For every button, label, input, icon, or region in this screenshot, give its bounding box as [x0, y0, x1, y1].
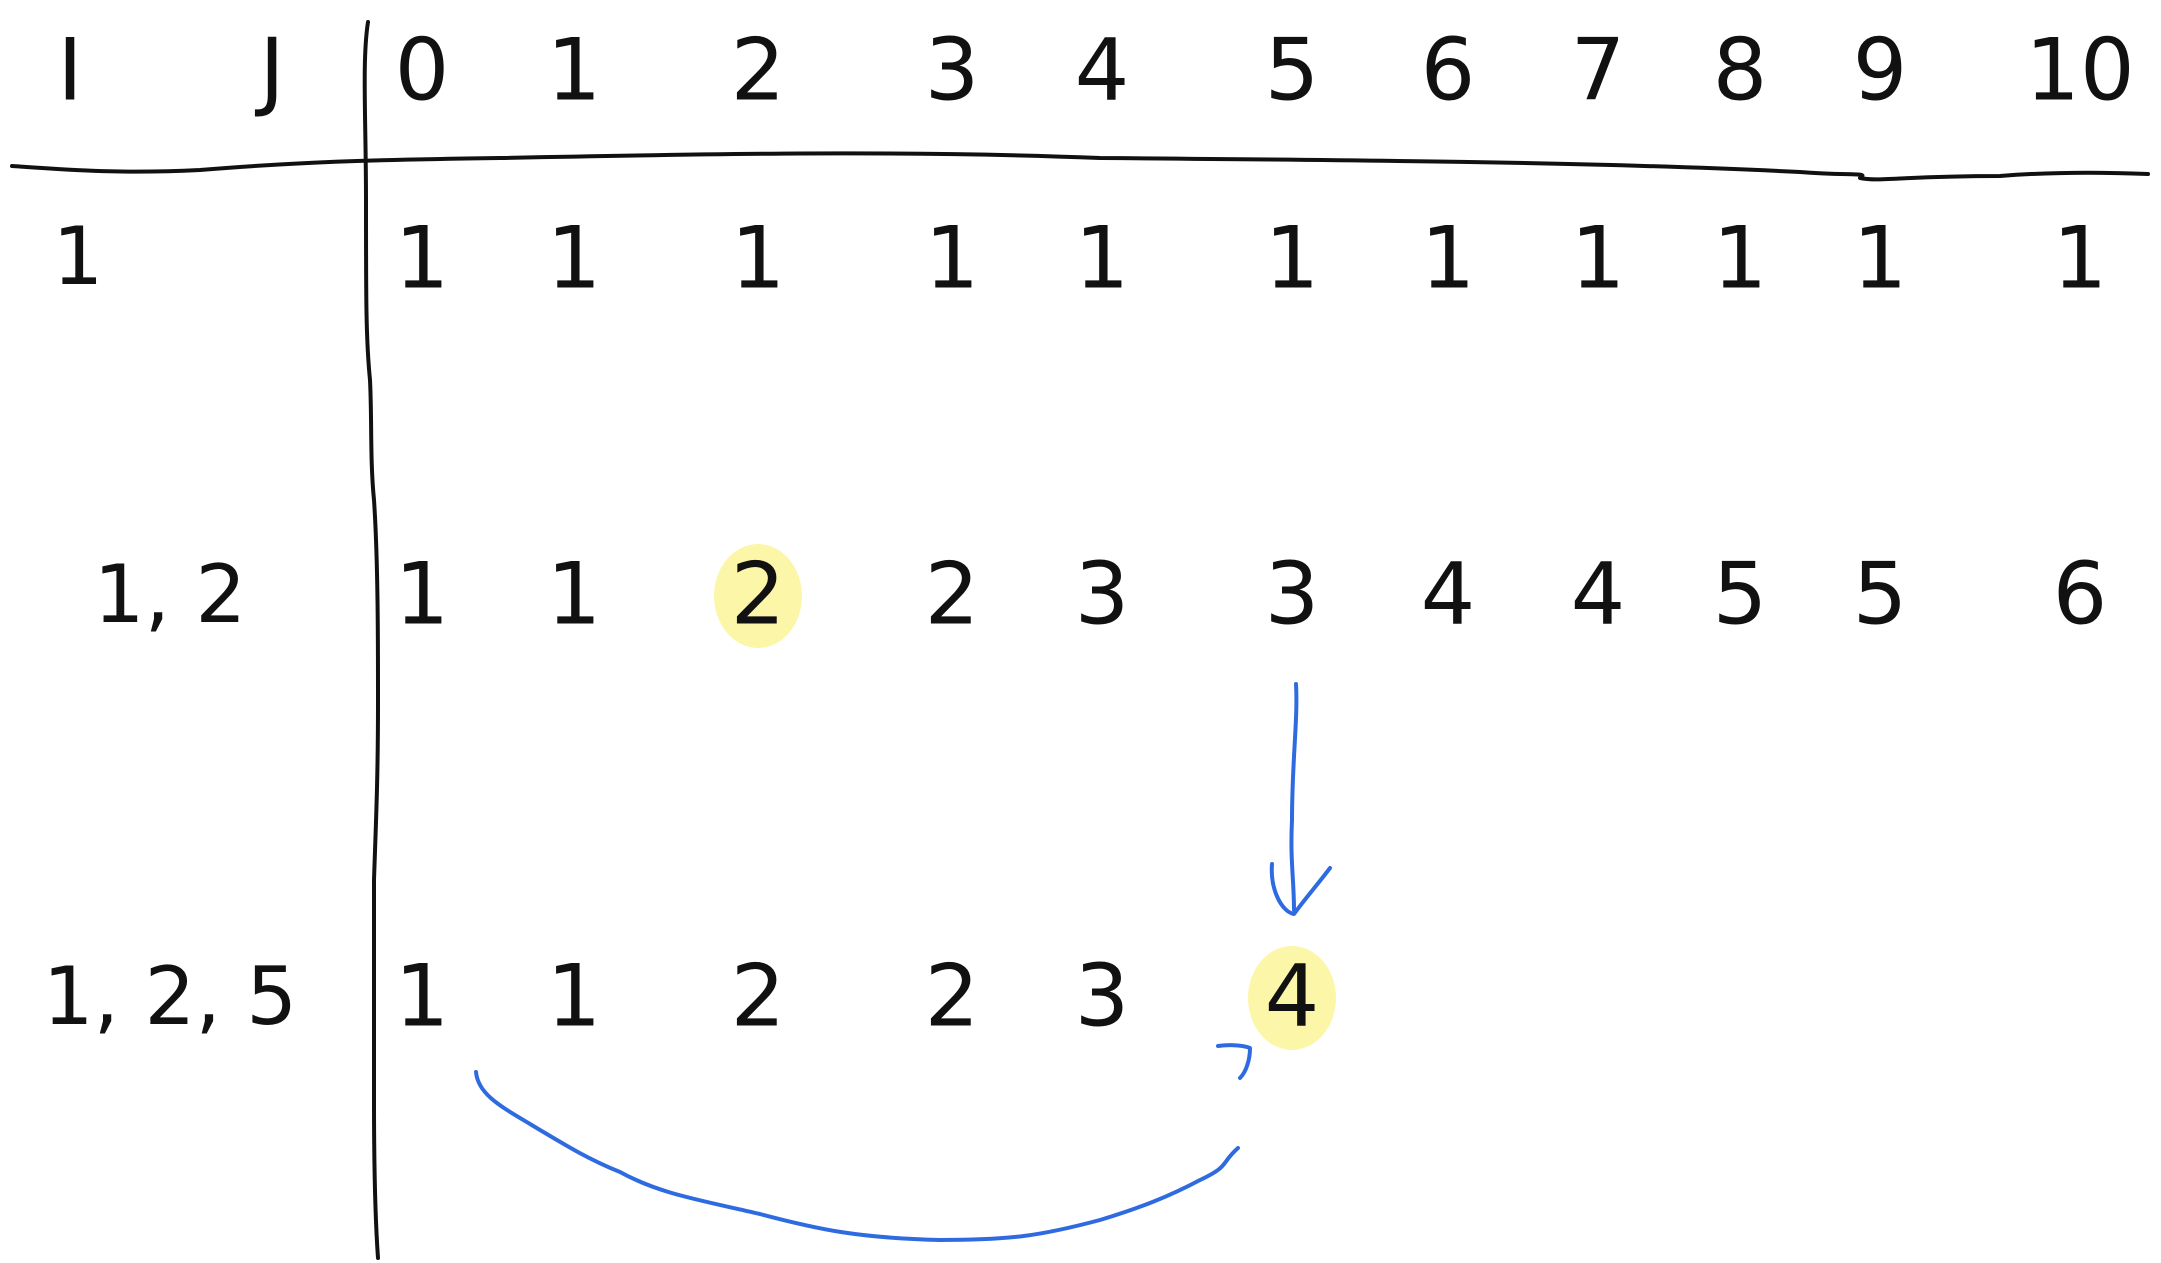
- table-cell: 4: [1571, 544, 1626, 644]
- label-divider-line: [362, 20, 380, 1260]
- table-cell: 1: [1075, 208, 1130, 308]
- arrow-layer: [474, 682, 1332, 1242]
- table-cell: 3: [1075, 544, 1130, 644]
- table-cell: 2: [731, 544, 786, 644]
- column-header-0: 0: [395, 20, 450, 120]
- table-cell: 1: [1713, 208, 1768, 308]
- table-cell: 1: [547, 544, 602, 644]
- header-i-label: I: [57, 20, 82, 120]
- table-cell: 1: [547, 946, 602, 1046]
- column-header-7: 7: [1571, 20, 1626, 120]
- table-cell: 1: [395, 946, 450, 1046]
- column-header-5: 5: [1265, 20, 1320, 120]
- table-cell: 1: [925, 208, 980, 308]
- table-cell: 2: [925, 946, 980, 1046]
- table-cell: 4: [1265, 946, 1320, 1046]
- table-cell: 1: [395, 208, 450, 308]
- table-cell: 1: [1265, 208, 1320, 308]
- table-cell: 2: [925, 544, 980, 644]
- table-body: 1 1 1 1 1 1 1 1 1 1 11 1 2 2 3 3 4 4 5 5 61 1 2 2 3 4: [395, 208, 2108, 1046]
- curved-arrow-head: [1216, 1043, 1252, 1080]
- column-header-3: 3: [925, 20, 980, 120]
- highlight-circle: [714, 544, 802, 648]
- table-cell: 1: [1421, 208, 1476, 308]
- header-j-label: J: [254, 20, 284, 120]
- table-cell: 3: [1265, 544, 1320, 644]
- table-cell: 5: [1713, 544, 1768, 644]
- column-header-row: I J 0 1 2 3 4 5 6 7 8 9 10: [57, 20, 2134, 120]
- table-cell: 1: [1853, 208, 1908, 308]
- table-cell: 5: [1853, 544, 1908, 644]
- table-cell: 1: [731, 208, 786, 308]
- row-label-column: 1 1, 2 1, 2, 5: [43, 210, 297, 1043]
- table-cell: 1: [2053, 208, 2108, 308]
- column-header-6: 6: [1421, 20, 1476, 120]
- table-cell: 1: [547, 208, 602, 308]
- table-cell: 6: [2053, 544, 2108, 644]
- column-header-10: 10: [2025, 20, 2134, 120]
- column-header-1: 1: [547, 20, 602, 120]
- row-label-2: 1, 2: [94, 548, 247, 641]
- column-header-4: 4: [1075, 20, 1130, 120]
- header-divider-line: [10, 151, 2150, 182]
- table-cell: 1: [1571, 208, 1626, 308]
- highlight-circle: [1248, 946, 1336, 1050]
- row-label-1: 1: [53, 210, 104, 303]
- down-arrow-shaft: [1289, 682, 1299, 912]
- table-cell: 3: [1075, 946, 1130, 1046]
- table-cell: 1: [395, 544, 450, 644]
- column-header-2: 2: [731, 20, 786, 120]
- table-cell: 2: [731, 946, 786, 1046]
- column-header-9: 9: [1853, 20, 1908, 120]
- table-cell: 4: [1421, 544, 1476, 644]
- row-label-3: 1, 2, 5: [43, 950, 297, 1043]
- highlight-layer: [714, 544, 1336, 1050]
- down-arrow-head: [1269, 862, 1332, 916]
- column-header-8: 8: [1713, 20, 1768, 120]
- curved-arrow-shaft: [474, 1070, 1240, 1242]
